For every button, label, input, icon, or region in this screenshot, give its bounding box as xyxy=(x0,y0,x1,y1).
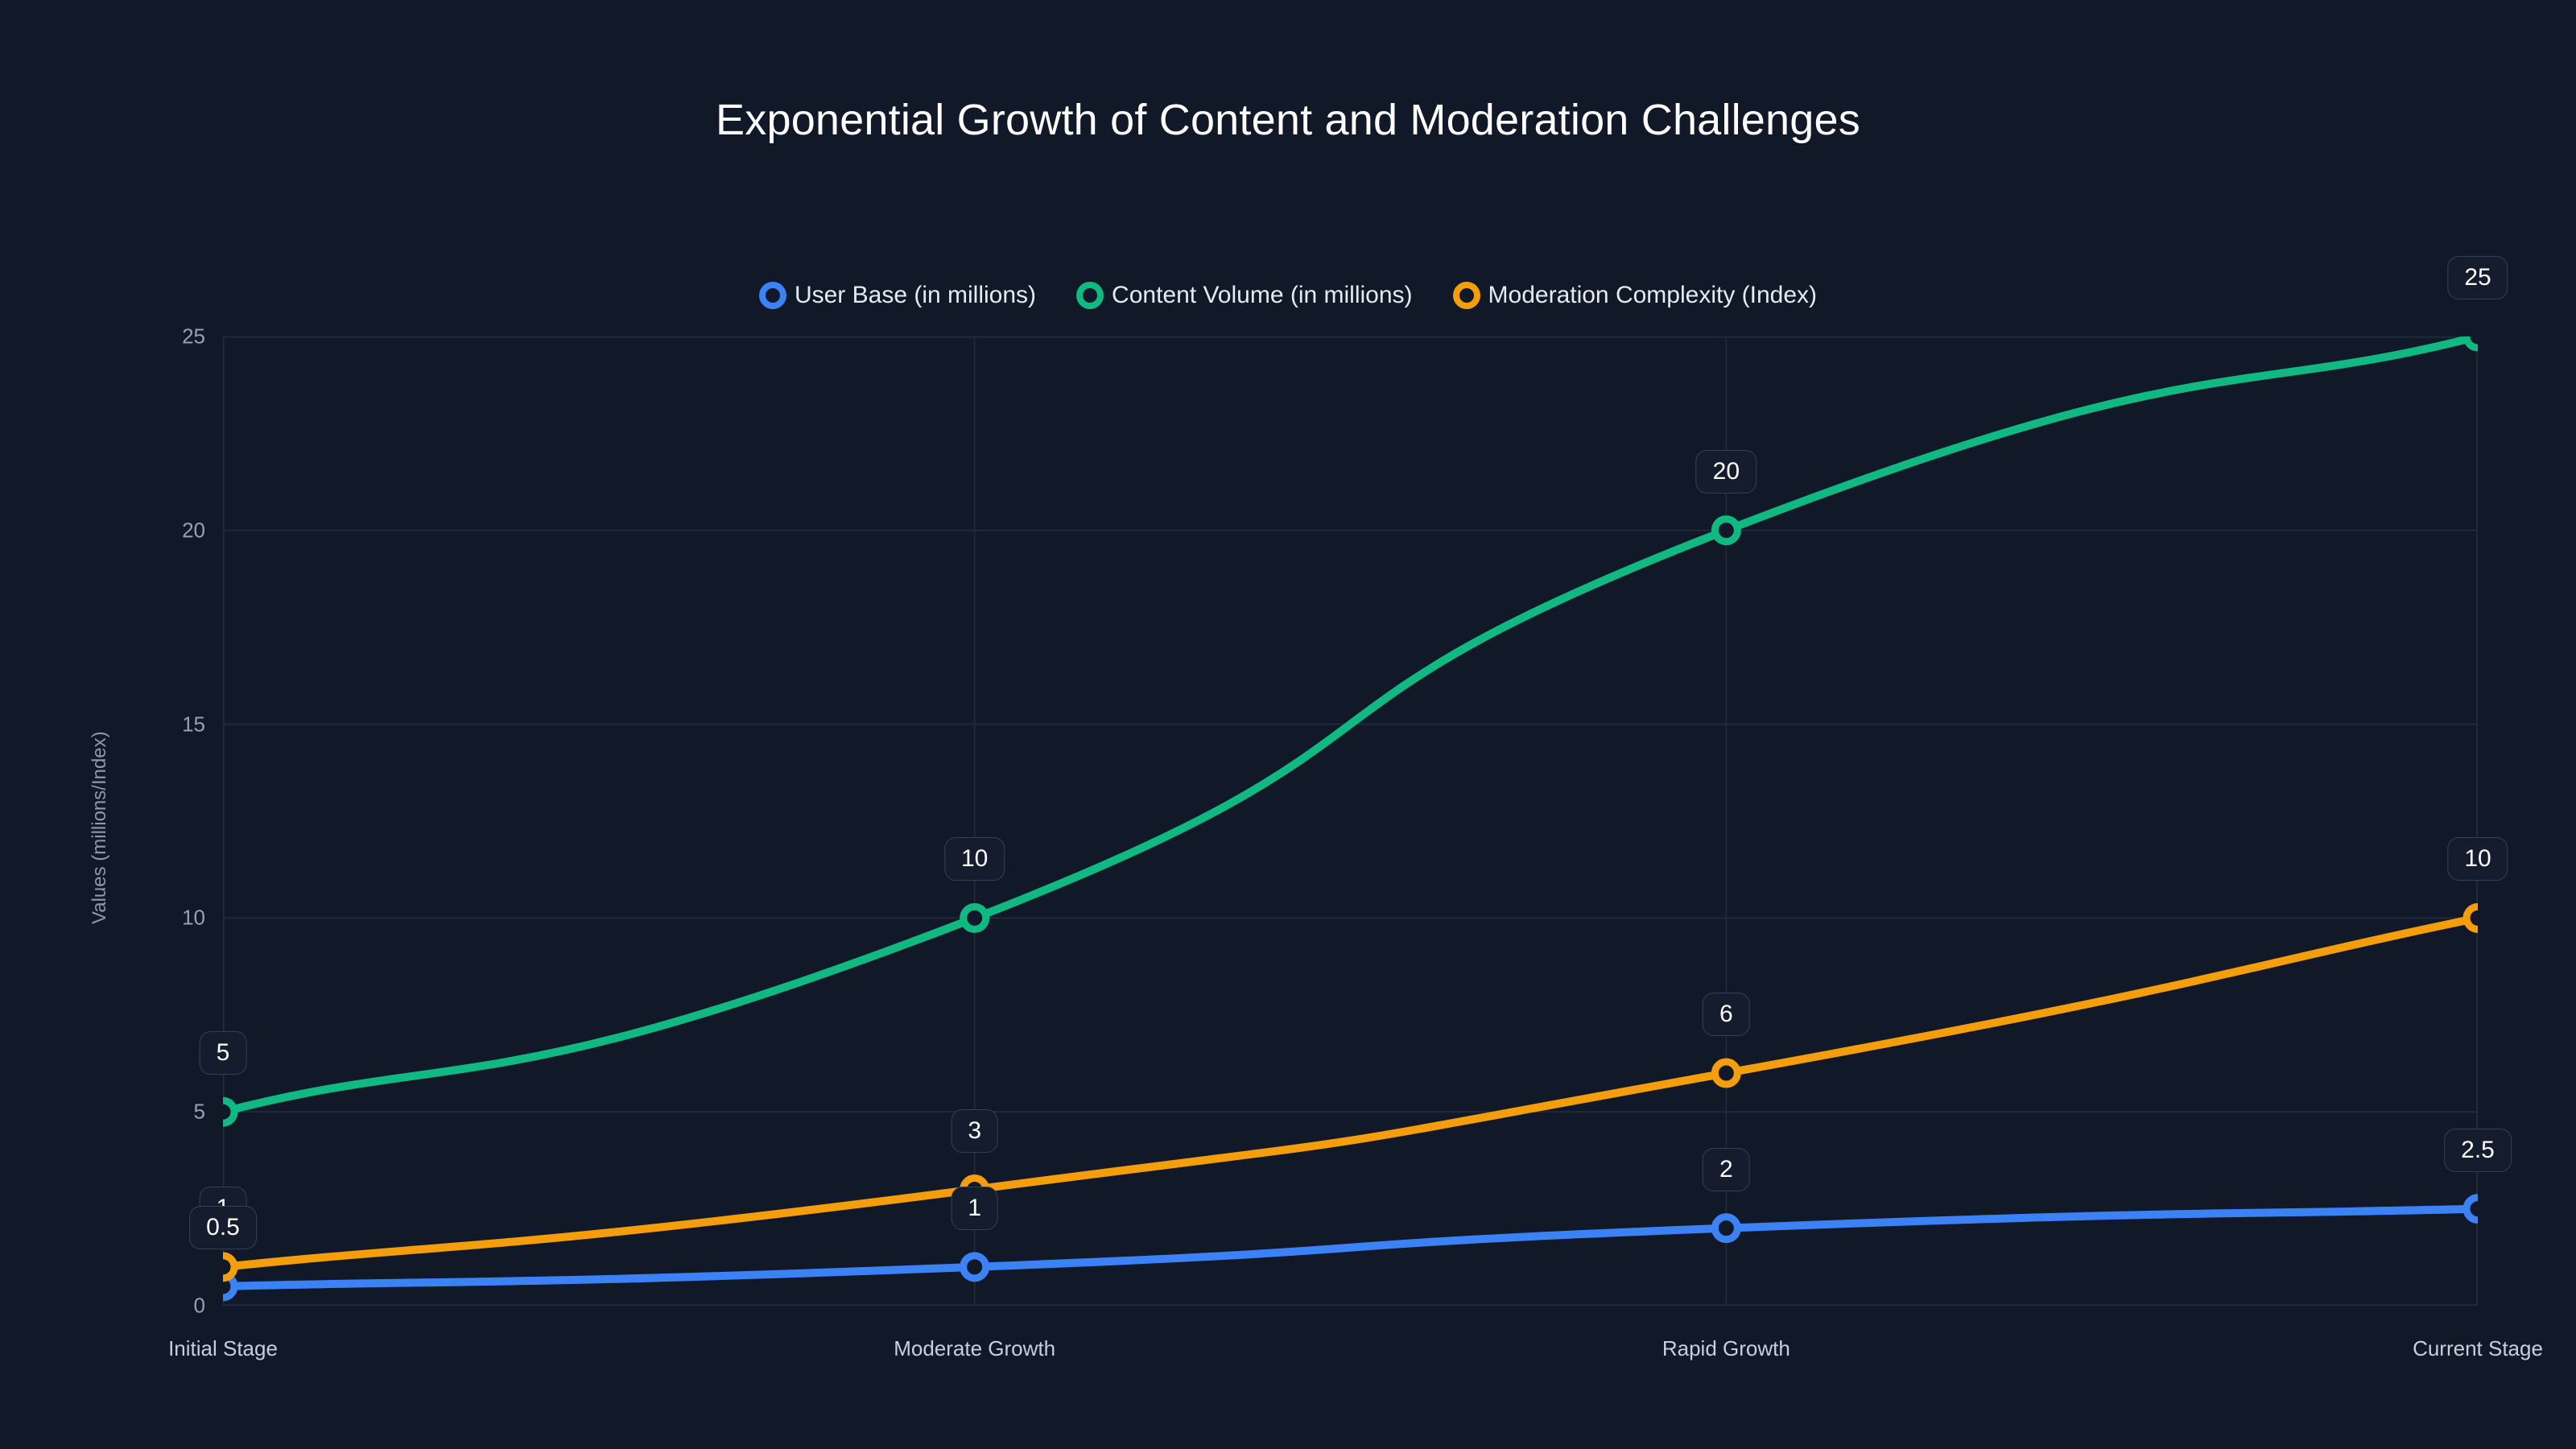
plot-svg xyxy=(223,336,2478,1306)
series-line xyxy=(223,1204,2478,1290)
data-point-label: 10 xyxy=(943,837,1005,881)
series-line xyxy=(223,914,2478,1271)
legend-item[interactable]: User Base (in millions) xyxy=(758,282,1037,309)
data-point-marker[interactable] xyxy=(1711,515,1741,546)
data-point-label: 3 xyxy=(951,1108,998,1153)
data-point-marker[interactable] xyxy=(2462,902,2478,933)
data-point-label: 5 xyxy=(199,1031,247,1075)
ring-marker xyxy=(758,282,786,309)
data-point-label: 6 xyxy=(1702,993,1750,1037)
data-point-label: 1 xyxy=(951,1186,998,1230)
data-point-label: 0.5 xyxy=(189,1205,257,1249)
legend-item-label: Content Volume (in millions) xyxy=(1112,282,1413,308)
data-point-label: 2.5 xyxy=(2444,1128,2512,1172)
data-point-marker[interactable] xyxy=(2462,1194,2478,1224)
data-point-label: 20 xyxy=(1695,449,1757,493)
data-point-marker[interactable] xyxy=(223,1252,238,1282)
data-point-label: 10 xyxy=(2447,837,2508,881)
data-point-marker[interactable] xyxy=(960,1252,990,1282)
legend-item-label: User Base (in millions) xyxy=(794,282,1037,308)
legend-item-label: Moderation Complexity (Index) xyxy=(1488,282,1818,308)
data-point-marker[interactable] xyxy=(960,902,990,933)
chart-legend: User Base (in millions) Content Volume (i… xyxy=(0,282,2576,309)
data-point-marker[interactable] xyxy=(1711,1213,1741,1244)
ring-marker xyxy=(1452,282,1480,309)
ring-marker xyxy=(1076,282,1104,309)
data-point-label: 25 xyxy=(2447,256,2508,299)
plot-area xyxy=(223,336,2478,1306)
legend-item[interactable]: Content Volume (in millions) xyxy=(1076,282,1413,309)
data-point-marker[interactable] xyxy=(223,1096,238,1127)
data-point-marker[interactable] xyxy=(1711,1058,1741,1088)
legend-item[interactable]: Moderation Complexity (Index) xyxy=(1452,282,1818,309)
data-point-marker[interactable] xyxy=(2462,336,2478,352)
series-line xyxy=(223,336,2478,1117)
chart-title: Exponential Growth of Content and Modera… xyxy=(716,96,1860,144)
data-point-label: 2 xyxy=(1702,1147,1750,1191)
